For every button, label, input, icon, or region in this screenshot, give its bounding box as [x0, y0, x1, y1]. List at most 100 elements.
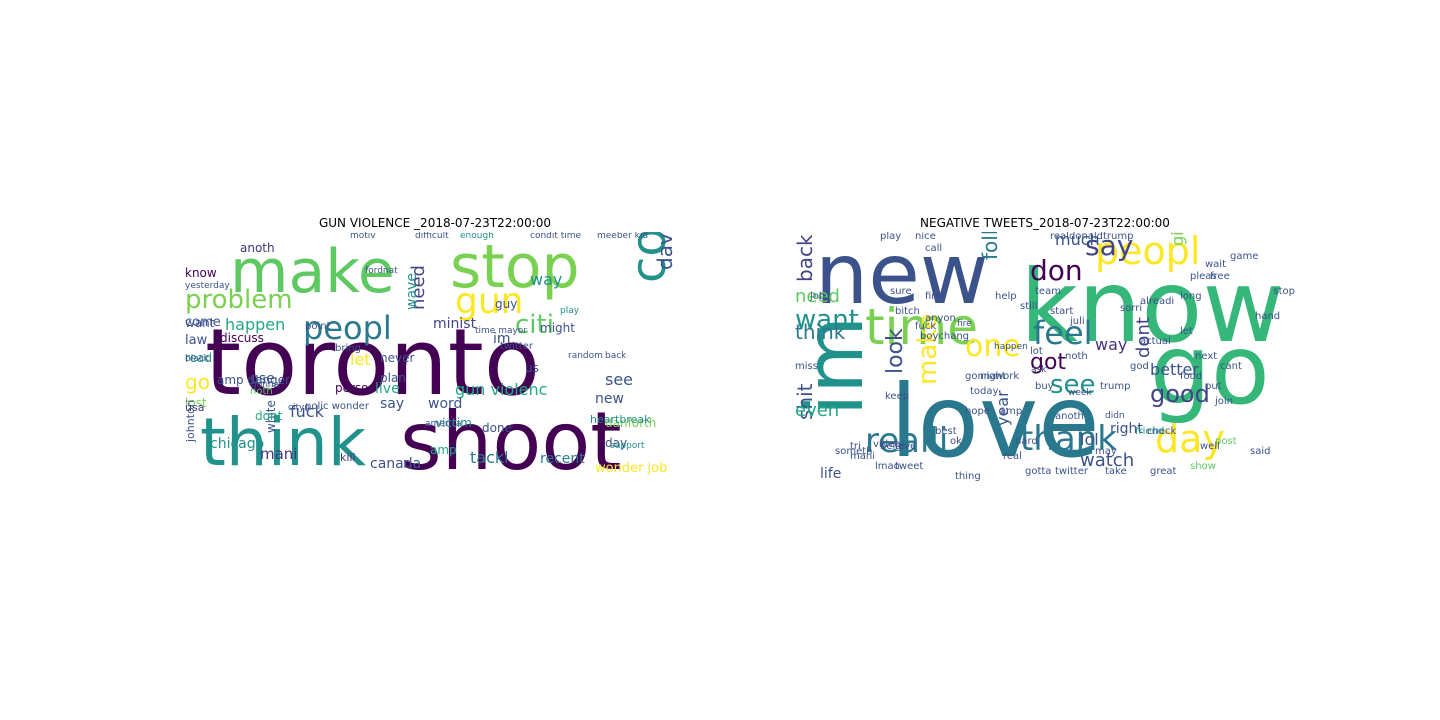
right-word-cant: cant: [1220, 361, 1242, 372]
right-word-wait: wait: [1205, 259, 1227, 270]
left-word-gun-violenc: gun violenc: [455, 380, 548, 399]
left-word-lost: lost: [185, 396, 207, 410]
right-word-fuck: fuck: [915, 321, 937, 332]
left-word-danforth: danforth: [605, 416, 657, 430]
left-word-shoot: shoot: [400, 395, 622, 482]
right-word-peopl: peopl: [1095, 232, 1201, 273]
right-word-new: new: [815, 232, 989, 323]
left-word-plan: plan: [380, 371, 406, 385]
left-word-wave: wave: [404, 272, 420, 310]
left-word-twitter: twitter: [500, 341, 533, 352]
right-word-post: post: [1215, 436, 1237, 447]
right-word-tri: tri: [850, 441, 861, 452]
right-word-great: great: [1150, 466, 1177, 477]
right-word-don: don: [1030, 254, 1083, 287]
right-word-pleas: pleas: [1190, 271, 1217, 282]
left-word-america: america: [425, 419, 462, 429]
right-word-twitter: twitter: [1055, 466, 1088, 477]
right-word-call: call: [925, 243, 943, 254]
right-word-watch: watch: [1080, 450, 1135, 471]
right-word-night: night: [980, 371, 1006, 382]
right-word-follow: follow: [978, 232, 1002, 260]
right-word-best: best: [935, 426, 957, 437]
right-word-alreadi: alreadi: [1140, 296, 1175, 307]
right-panel-title: NEGATIVE TWEETS_2018-07-23T22:00:00: [920, 216, 1170, 230]
right-word-happen: happen: [994, 342, 1028, 352]
right-word-keep: keep: [885, 391, 910, 402]
right-word-buy: buy: [1035, 381, 1054, 392]
left-word-play: play: [560, 306, 580, 316]
left-word-discuss: discuss: [220, 331, 264, 345]
right-word-take: take: [1105, 466, 1127, 477]
right-word-think: think: [795, 320, 846, 344]
right-word-thing: thing: [955, 471, 981, 482]
right-word-show: show: [1190, 461, 1216, 472]
left-word-peopl: peopl: [303, 309, 392, 347]
right-word-mani: mani: [850, 451, 875, 462]
right-word-life: life: [820, 466, 842, 482]
right-word-go: go: [1150, 314, 1270, 426]
left-word-point: point: [305, 321, 331, 332]
left-word-wonder-job: wonder job: [595, 461, 668, 476]
right-word-even: even: [795, 400, 840, 421]
right-word-believ: believ: [880, 441, 911, 452]
left-word-bring: bring: [335, 343, 361, 354]
left-word-go: go: [185, 370, 210, 394]
right-word-cloud: love know new go im time peopl day realli thank fe…: [795, 232, 1295, 482]
right-word-back: back: [795, 234, 817, 282]
left-word-gun: gun: [455, 281, 524, 322]
right-word-hand: hand: [1255, 311, 1281, 322]
right-word-thank: thank: [1020, 419, 1117, 459]
left-word-law: law: [185, 333, 208, 348]
right-word-good: good: [1150, 380, 1210, 408]
right-word-still: still: [1020, 301, 1038, 312]
right-word-noth: noth: [1065, 351, 1088, 362]
right-word-tweet: tweet: [895, 461, 924, 472]
right-word-look: look: [883, 328, 908, 374]
right-word-way: way: [1095, 335, 1128, 354]
left-word-anoth: anoth: [240, 241, 275, 255]
right-word-give: give: [895, 441, 917, 452]
left-word-cityn: cityn: [288, 403, 311, 413]
left-word-let: let: [350, 350, 371, 369]
right-word-team: team: [1035, 286, 1061, 297]
left-word-fordnat: fordnat: [365, 266, 398, 276]
left-word-read: read: [185, 351, 213, 365]
right-word-want: want: [795, 305, 859, 335]
left-word-gonna: gonna: [251, 380, 280, 390]
left-word-us: us: [525, 361, 539, 375]
left-word-chicago: chicago: [210, 436, 265, 452]
left-word-stop: stop: [450, 232, 580, 302]
left-panel-title: GUN VIOLENCE _2018-07-23T22:00:00: [318, 216, 552, 230]
right-word-gonna: gonna: [965, 371, 997, 382]
left-word-mani: mani: [260, 445, 298, 463]
left-word-tackl: tackl: [470, 448, 509, 467]
left-word-support: support: [610, 441, 645, 451]
left-word-motiv: motiv: [350, 232, 376, 241]
right-word-anoth: anoth: [1055, 411, 1084, 422]
right-word-lot: lot: [1030, 346, 1043, 357]
right-word-trump: trump: [1100, 381, 1131, 392]
left-word-way: way: [530, 270, 563, 289]
left-word-polic-wonder: polic wonder: [305, 401, 369, 412]
right-word-didn: didn: [1105, 411, 1125, 421]
right-word-stop: stop: [1273, 286, 1295, 297]
right-word-said: said: [1250, 446, 1271, 457]
right-word-may: may: [1095, 446, 1117, 457]
right-word-bitch: bitch: [895, 306, 920, 317]
right-word-actual: actual: [1140, 336, 1171, 347]
right-word-job: job: [810, 291, 826, 302]
right-word-today: today: [970, 386, 999, 397]
right-word-got: got: [1030, 350, 1067, 375]
left-word-happen: happen: [225, 315, 286, 334]
right-word-let: let: [1180, 326, 1193, 337]
right-word-well: well: [1200, 441, 1220, 452]
left-word-come: come: [185, 315, 221, 330]
left-word-citi: citi: [515, 310, 554, 340]
right-word-see: see: [1050, 370, 1096, 400]
right-word-hard: hard: [1015, 436, 1038, 447]
right-word-game: game: [1230, 251, 1259, 262]
right-word-fire: fire: [957, 319, 972, 329]
left-word-cloud: torontoshootthinkmakestopcontrolgunpeopl…: [185, 232, 685, 482]
right-word-real: real: [1003, 451, 1022, 462]
